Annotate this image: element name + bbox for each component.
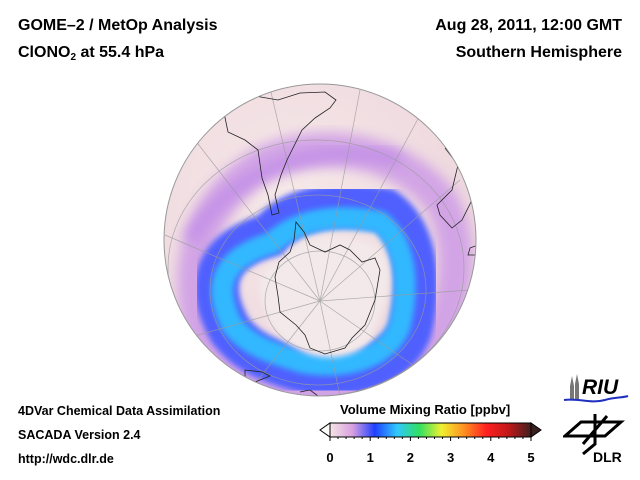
website-link[interactable]: http://wdc.dlr.de bbox=[18, 452, 114, 466]
riu-logo: RIU bbox=[563, 374, 629, 403]
analysis-datetime: Aug 28, 2011, 12:00 GMT bbox=[435, 17, 622, 34]
madagascar-coast bbox=[467, 244, 476, 256]
cyan-ring bbox=[211, 207, 416, 376]
antarctica-coast bbox=[274, 220, 381, 355]
svg-text:DLR: DLR bbox=[593, 449, 622, 465]
globe-outline bbox=[163, 83, 477, 397]
dlr-logo: DLR bbox=[563, 414, 625, 465]
colorbar-gradient bbox=[329, 422, 532, 438]
cathedral-icon bbox=[570, 374, 579, 400]
hemisphere-label: Southern Hemisphere bbox=[455, 44, 622, 61]
new-zealand-coast bbox=[299, 389, 319, 396]
species-title: ClONO2 at 55.4 hPa bbox=[18, 44, 164, 63]
colorbar-tick-label: 1 bbox=[366, 450, 374, 465]
upper-violet-streak bbox=[183, 147, 402, 244]
africa-coast bbox=[436, 147, 476, 229]
colorbar-over-arrow bbox=[530, 422, 542, 438]
colorbar-tick-label: 2 bbox=[406, 450, 414, 465]
colorbar-tick-label: 5 bbox=[527, 450, 535, 465]
svg-text:RIU: RIU bbox=[582, 376, 619, 399]
colorbar-tick-label: 4 bbox=[487, 450, 495, 465]
graticule bbox=[164, 87, 471, 396]
method-label: 4DVar Chemical Data Assimilation bbox=[18, 404, 221, 418]
colorbar bbox=[319, 422, 542, 441]
product-title: GOME–2 / MetOp Analysis bbox=[18, 17, 218, 34]
south-america-coast bbox=[221, 91, 337, 216]
colorbar-under-arrow bbox=[319, 422, 331, 438]
colorbar-tick-label: 0 bbox=[326, 450, 334, 465]
pressure-level: at 55.4 hPa bbox=[76, 44, 165, 61]
species-subscript: 2 bbox=[70, 52, 77, 63]
colorbar-tick-label: 3 bbox=[446, 450, 455, 465]
colorbar-title: Volume Mixing Ratio [ppbv] bbox=[340, 402, 511, 417]
version-label: SACADA Version 2.4 bbox=[18, 428, 141, 442]
species-name: ClONO bbox=[18, 44, 71, 61]
